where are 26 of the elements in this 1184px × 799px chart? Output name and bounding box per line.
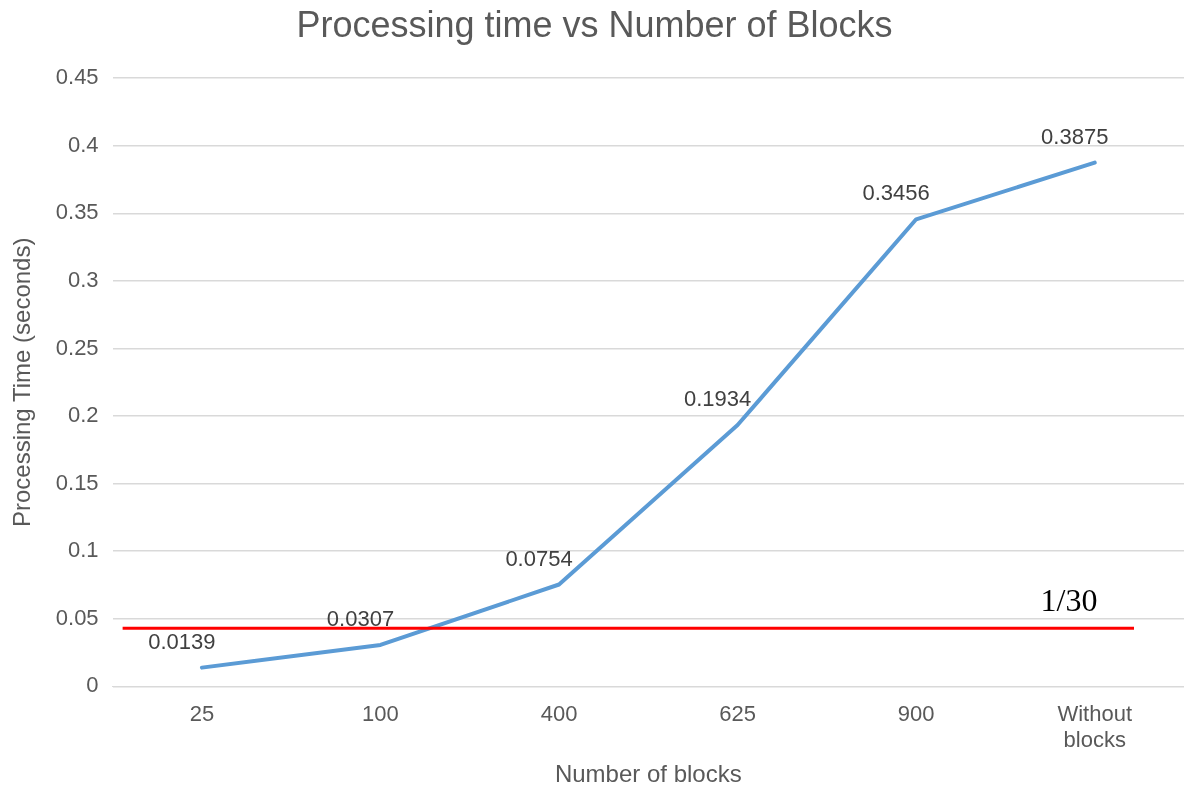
y-tick-label: 0.45 xyxy=(55,64,99,90)
y-tick-label: 0.35 xyxy=(55,199,99,225)
x-tick-label: 900 xyxy=(897,700,935,726)
data-label: 0.0307 xyxy=(326,605,395,631)
x-tick-label: 625 xyxy=(719,700,756,726)
y-tick-label: 0.25 xyxy=(55,334,99,360)
y-tick-label: 0.2 xyxy=(68,402,99,428)
x-tick-label: 25 xyxy=(189,700,215,726)
data-label: 0.1934 xyxy=(683,386,752,412)
y-tick-label: 0 xyxy=(86,672,99,698)
annotation: 1/30 xyxy=(1040,581,1098,618)
y-tick-label: 0.4 xyxy=(68,131,99,157)
x-axis-title: Number of blocks xyxy=(554,760,742,788)
x-tick-label: Without blocks xyxy=(1057,700,1133,753)
data-label: 0.0139 xyxy=(148,628,216,654)
data-label: 0.0754 xyxy=(505,545,573,571)
y-axis-title: Processing Time (seconds) xyxy=(8,237,36,528)
y-tick-label: 0.3 xyxy=(68,267,99,292)
y-tick-label: 0.1 xyxy=(68,537,99,563)
data-label: 0.3875 xyxy=(1041,123,1109,149)
data-label: 0.3456 xyxy=(862,180,930,206)
y-tick-label: 0.15 xyxy=(55,469,99,495)
x-tick-label: 400 xyxy=(540,700,578,726)
x-tick-label: 100 xyxy=(362,700,399,726)
chart-title: Processing time vs Number of Blocks xyxy=(296,3,893,45)
y-tick-label: 0.05 xyxy=(55,604,99,630)
